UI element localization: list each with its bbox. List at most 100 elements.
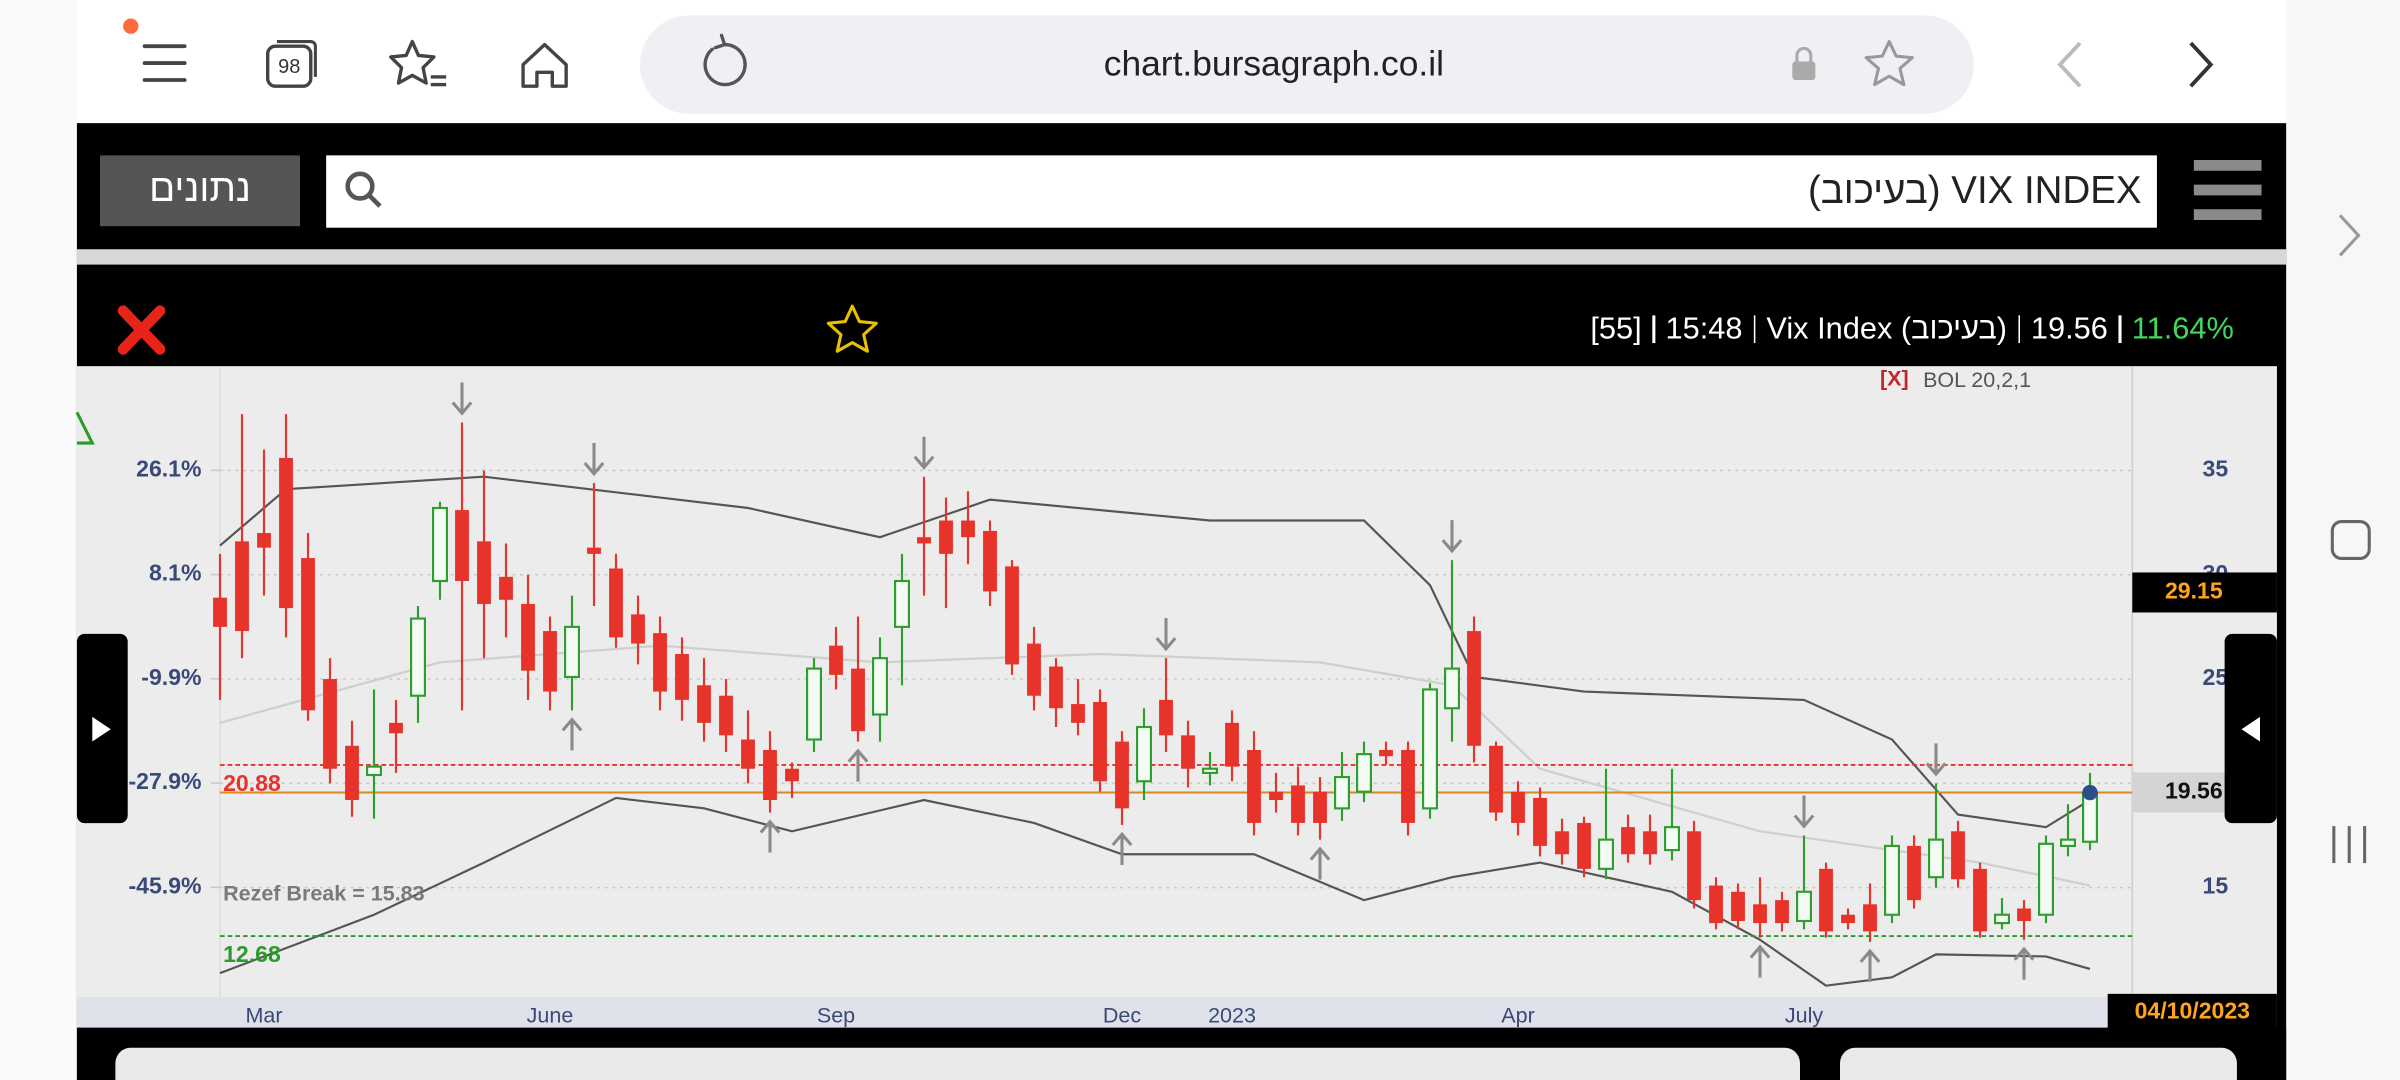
quote-name: Vix Index (בעיכוב)	[1766, 312, 2008, 347]
candle-body	[1951, 831, 1965, 880]
y2-tick-label: 26.1%	[136, 455, 201, 481]
candle-body	[587, 547, 601, 554]
marker-box	[2132, 572, 2277, 613]
signal-arrow	[1111, 831, 1133, 866]
reload-button[interactable]	[703, 33, 747, 87]
signal-arrow	[1309, 846, 1331, 880]
candle-body	[1181, 735, 1195, 769]
signal-arrow	[1155, 618, 1177, 652]
home-button[interactable]	[521, 42, 568, 88]
x-tick-label: Dec	[1103, 1004, 1142, 1028]
favorite-star[interactable]	[826, 304, 878, 353]
candle-body	[1795, 890, 1812, 923]
candle-body	[477, 541, 491, 604]
candle-body	[410, 617, 427, 697]
candle-body	[1071, 704, 1085, 723]
candle-body	[389, 722, 403, 734]
system-recents[interactable]	[2332, 826, 2367, 864]
bollinger-middle	[219, 644, 2091, 887]
separator	[1753, 315, 1756, 344]
candle-body	[1247, 749, 1261, 823]
candle-body	[609, 568, 623, 638]
candle-body	[1973, 868, 1987, 932]
signal-arrow	[1925, 743, 1947, 777]
search-icon	[345, 171, 382, 208]
search-field: VIX INDEX (בעיכוב)	[1807, 169, 2142, 213]
level-label: 12.68	[223, 941, 281, 967]
y-tick-label: 15	[2203, 873, 2229, 899]
x-tick-label: Sep	[817, 1004, 855, 1028]
x-tick-label: Mar	[245, 1004, 282, 1028]
side-menu-button[interactable]	[2193, 160, 2262, 220]
signal-arrow	[1441, 520, 1463, 554]
y-tick-label: 35	[2203, 456, 2229, 482]
close-chart[interactable]	[117, 305, 166, 355]
forward-button[interactable]	[2189, 41, 2214, 88]
candle-body	[1841, 914, 1855, 924]
candle-body	[1819, 868, 1833, 932]
candle-body	[719, 695, 733, 736]
candle-body	[1621, 827, 1635, 855]
candle-body	[563, 625, 580, 679]
candle-body	[939, 520, 953, 554]
bottom-card[interactable]	[115, 1047, 1800, 1080]
address-bar[interactable]	[640, 15, 1974, 114]
quote-line: [55] 15:48 Vix Index (בעיכוב) 11.64% 19.56	[985, 306, 2234, 352]
bookmarks-button[interactable]	[389, 39, 447, 87]
candle-body	[521, 603, 535, 671]
candle-body	[872, 657, 888, 716]
candle-body	[1422, 688, 1438, 810]
bollinger-lower	[219, 796, 2091, 987]
bookmark-star[interactable]	[1864, 40, 1914, 87]
candle-body	[1577, 822, 1591, 869]
candle-body	[1863, 904, 1877, 932]
chart-area	[76, 366, 2277, 1028]
candle-body	[851, 668, 865, 732]
divider	[76, 249, 2287, 265]
candle-body	[893, 579, 910, 628]
signal-arrow	[2013, 946, 2035, 980]
candle-body	[763, 749, 777, 801]
candle-body	[1884, 844, 1901, 916]
candle-body	[1753, 904, 1767, 924]
signal-arrow	[759, 819, 781, 853]
x-tick-label: 2023	[1208, 1004, 1256, 1028]
candle-body	[1907, 845, 1921, 901]
search-box[interactable]	[326, 155, 2157, 228]
date-box	[2107, 993, 2277, 1031]
right-tab-arrow	[2241, 716, 2260, 742]
candle-body	[1135, 725, 1152, 783]
back-button[interactable]	[2057, 41, 2082, 88]
bottom-card[interactable]	[1840, 1047, 2237, 1080]
tabs-button[interactable]: 98	[266, 40, 317, 88]
candle-body	[1313, 791, 1327, 823]
data-button[interactable]	[100, 155, 300, 227]
quote-change: 11.64%	[2131, 312, 2234, 347]
bollinger-upper	[219, 475, 2091, 829]
menu-button[interactable]	[142, 44, 187, 82]
candle-body	[1202, 767, 1218, 774]
candle-body	[257, 533, 271, 548]
indicator-remove[interactable]: [X]	[1880, 367, 1909, 391]
tabs-icon-back	[276, 40, 317, 77]
candle-body	[1709, 885, 1723, 924]
candle-body	[1027, 643, 1041, 696]
candle-body	[1643, 831, 1657, 855]
y2-tick-label: 8.1%	[149, 560, 202, 586]
signal-arrow	[847, 748, 869, 782]
candle-body	[1291, 785, 1305, 823]
price-box-label: 19.56	[2165, 778, 2223, 804]
left-tab-arrow	[92, 716, 111, 742]
candle-body	[675, 654, 689, 700]
quote-count: [55]	[1590, 312, 1642, 347]
system-forward[interactable]	[2338, 214, 2361, 257]
y2-tick-label: -9.9%	[141, 664, 201, 690]
candle-body	[1664, 826, 1681, 852]
system-home[interactable]	[2330, 520, 2371, 560]
candle-body	[301, 558, 315, 711]
candle-body	[1731, 891, 1745, 921]
signal-arrow	[583, 442, 605, 477]
search-text: VIX INDEX (בעיכוב)	[1807, 169, 2142, 213]
data-button-label: נתונים	[149, 167, 251, 210]
quote: [55] 15:48 Vix Index (בעיכוב) 11.64% 19.56	[985, 306, 2234, 352]
